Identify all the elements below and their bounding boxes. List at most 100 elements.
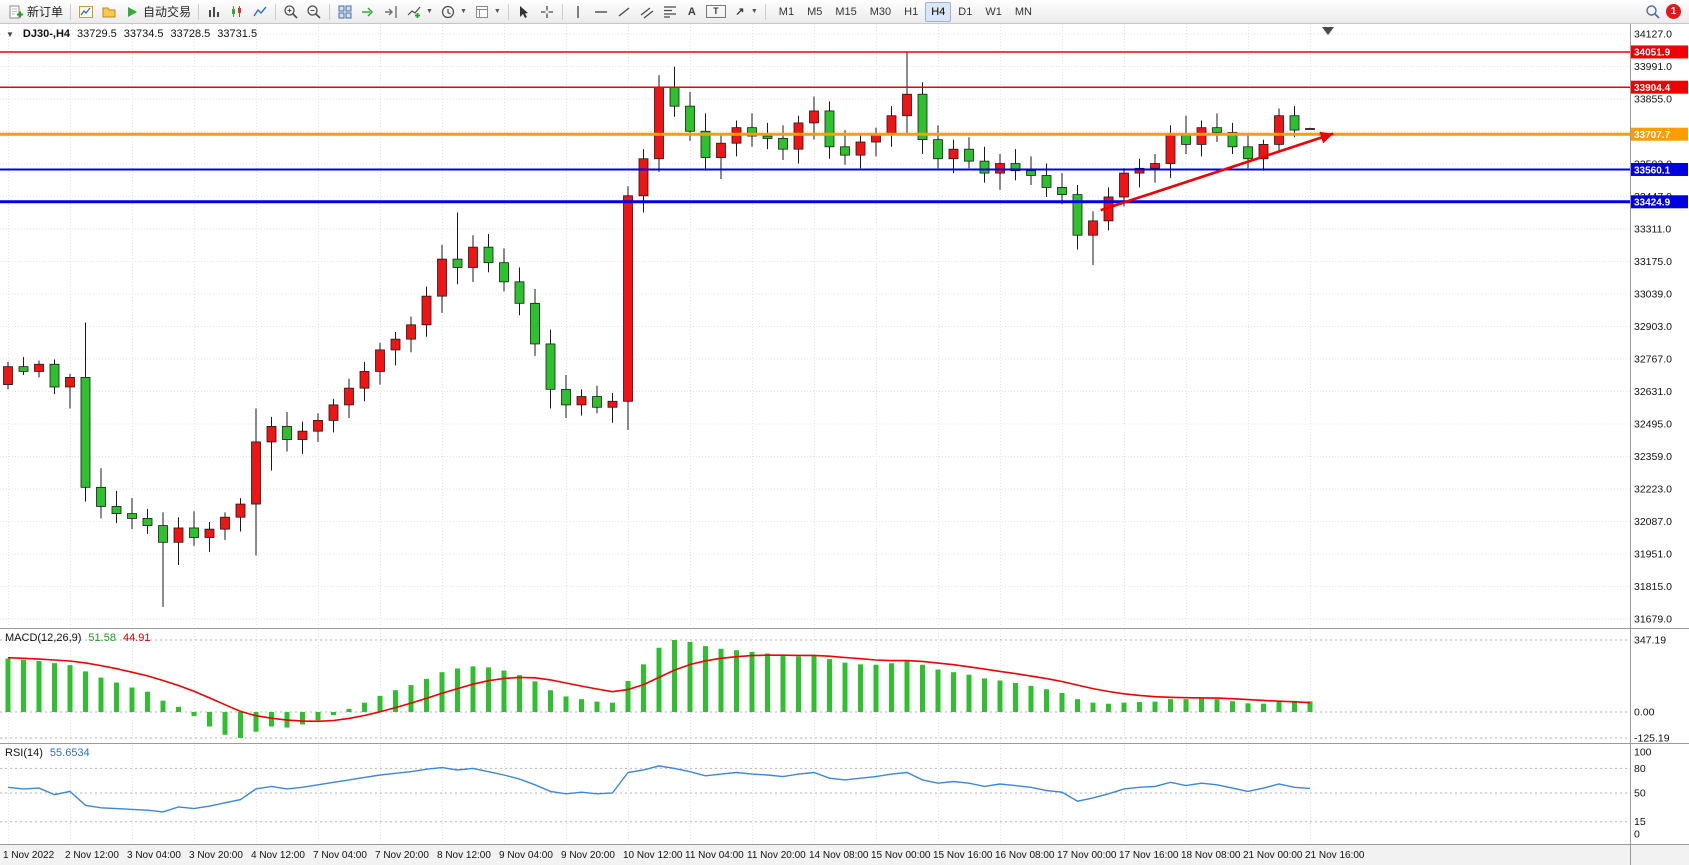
svg-text:33991.0: 33991.0 (1634, 61, 1672, 73)
macd-main-value: 51.58 (88, 632, 116, 644)
grid-lines (0, 24, 1630, 842)
svg-text:33424.9: 33424.9 (1634, 198, 1671, 209)
svg-text:50: 50 (1634, 788, 1646, 800)
rsi-axis[interactable]: 100 80 50 150 (1634, 747, 1652, 841)
templates-button[interactable]: ▼ (471, 2, 504, 22)
indicators-dropdown-arrow: ▼ (426, 8, 433, 15)
toolbar-separator (561, 3, 563, 20)
ohlc-close: 33731.5 (217, 28, 258, 40)
macd-name: MACD(12,26,9) (5, 632, 82, 644)
svg-text:21 Nov 00:00: 21 Nov 00:00 (1243, 850, 1303, 861)
auto-scroll-button[interactable] (357, 2, 379, 22)
clock-icon (441, 5, 455, 18)
new-order-button[interactable]: 新订单 (5, 2, 66, 22)
profiles-button[interactable] (98, 2, 120, 22)
text-label-button[interactable]: T (703, 2, 729, 22)
svg-text:18 Nov 08:00: 18 Nov 08:00 (1181, 850, 1241, 861)
svg-text:17 Nov 16:00: 17 Nov 16:00 (1119, 850, 1179, 861)
vertical-line-button[interactable] (567, 2, 589, 22)
candlestick-chart-icon (232, 5, 242, 17)
equidistant-channel-button[interactable] (636, 2, 658, 22)
chart-area: 34127.033991.033855.033719.033583.033447… (0, 24, 1689, 865)
time-axis-labels[interactable]: 1 Nov 2022 2 Nov 12:00 3 Nov 04:00 3 Nov 20… (3, 850, 1365, 861)
timeframe-buttons: M1 M5 M15 M30 H1 H4 D1 W1 MN (773, 1, 1038, 22)
chart-canvas[interactable]: 34127.033991.033855.033719.033583.033447… (0, 24, 1689, 865)
zoom-in-button[interactable] (280, 2, 302, 22)
svg-text:33311.0: 33311.0 (1634, 224, 1671, 236)
timeframe-button-m1[interactable]: M1 (778, 5, 795, 18)
toolbar-separator (70, 3, 72, 20)
svg-text:-125.19: -125.19 (1634, 732, 1670, 744)
svg-text:347.19: 347.19 (1634, 635, 1666, 647)
macd-axis[interactable]: 347.19 0.00 -125.19 (1634, 635, 1670, 745)
svg-text:100: 100 (1634, 747, 1652, 759)
one-click-trading-toggle[interactable]: ▼ (6, 29, 14, 39)
ohlc-open: 33729.5 (77, 28, 117, 40)
timeframe-button-m30[interactable]: M30 (869, 5, 892, 18)
new-order-icon (9, 5, 23, 18)
bars-chart-button[interactable] (203, 2, 225, 22)
new-chart-button[interactable] (75, 2, 97, 22)
candle-bodies (3, 86, 1315, 543)
notification-count: 1 (1670, 6, 1677, 17)
indicators-button[interactable]: ▼ (403, 2, 436, 22)
timeframe-button-w1[interactable]: W1 (985, 5, 1002, 18)
horizontal-price-lines (0, 51, 1630, 204)
new-chart-icon (79, 5, 94, 18)
svg-text:9 Nov 20:00: 9 Nov 20:00 (561, 850, 615, 861)
chart-shift-button[interactable] (380, 2, 402, 22)
svg-text:9 Nov 04:00: 9 Nov 04:00 (499, 850, 553, 861)
tile-windows-icon (338, 5, 352, 18)
toolbar-separator (275, 3, 277, 20)
zoom-out-button[interactable] (303, 2, 325, 22)
arrow-tools-icon: ↗ (735, 6, 745, 18)
templates-dropdown-arrow: ▼ (493, 8, 501, 15)
timeframe-button-mn[interactable]: MN (1014, 5, 1032, 18)
text-icon: A (687, 5, 696, 18)
auto-scroll-icon (362, 6, 374, 17)
time-axis-strip[interactable] (0, 844, 1689, 865)
macd-label: MACD(12,26,9) 51.58 44.91 (5, 632, 150, 644)
rsi-line (7, 765, 1311, 813)
line-chart-button[interactable] (249, 2, 271, 22)
macd-histogram (5, 640, 1313, 738)
text-button[interactable]: A (682, 2, 702, 22)
candles-chart-button[interactable] (226, 2, 248, 22)
rsi-value: 55.6534 (49, 747, 90, 759)
chart-shift-icon (385, 5, 397, 18)
trend-arrow (1100, 131, 1334, 212)
tile-windows-button[interactable] (334, 2, 356, 22)
svg-text:8 Nov 12:00: 8 Nov 12:00 (437, 850, 491, 861)
toolbar-separator (764, 3, 766, 20)
timeframe-button-h1[interactable]: H1 (904, 5, 919, 18)
timeframe-button-h4[interactable]: H4 (925, 1, 952, 22)
crosshair-button[interactable] (536, 2, 558, 22)
svg-text:15 Nov 00:00: 15 Nov 00:00 (871, 850, 931, 861)
horizontal-line-button[interactable] (590, 2, 612, 22)
fibonacci-icon (663, 5, 676, 18)
timeframe-button-m5[interactable]: M5 (807, 5, 823, 18)
svg-text:32359.0: 32359.0 (1634, 451, 1672, 463)
auto-trading-button[interactable]: 自动交易 (121, 2, 194, 22)
trendline-icon (618, 6, 630, 17)
timeframe-button-m15[interactable]: M15 (835, 5, 857, 18)
toolbar-separator (507, 3, 509, 20)
cursor-icon (519, 5, 528, 18)
timeframe-button-d1[interactable]: D1 (958, 5, 973, 18)
trendline-button[interactable] (613, 2, 635, 22)
chart-header: ▼ DJ30-,H4 33729.5 33734.5 33728.5 33731… (6, 28, 257, 40)
chart-shift-marker[interactable] (1322, 27, 1334, 35)
svg-text:0.00: 0.00 (1634, 707, 1655, 719)
arrows-button[interactable]: ↗ ▼ (730, 2, 761, 22)
toolbar-separator (329, 3, 331, 20)
toolbar-separator (198, 3, 200, 20)
search-icon[interactable] (1645, 4, 1661, 20)
timeframes-dropdown-button[interactable]: ▼ (437, 2, 470, 22)
rsi-name: RSI(14) (5, 747, 43, 759)
notification-badge[interactable]: 1 (1666, 4, 1681, 19)
ohlc-low: 33728.5 (170, 28, 211, 40)
price-axis[interactable]: 34127.033991.033855.033719.033583.033447… (1631, 29, 1688, 626)
zoom-in-icon (284, 4, 298, 19)
fibonacci-button[interactable] (659, 2, 681, 22)
cursor-button[interactable] (513, 2, 535, 22)
